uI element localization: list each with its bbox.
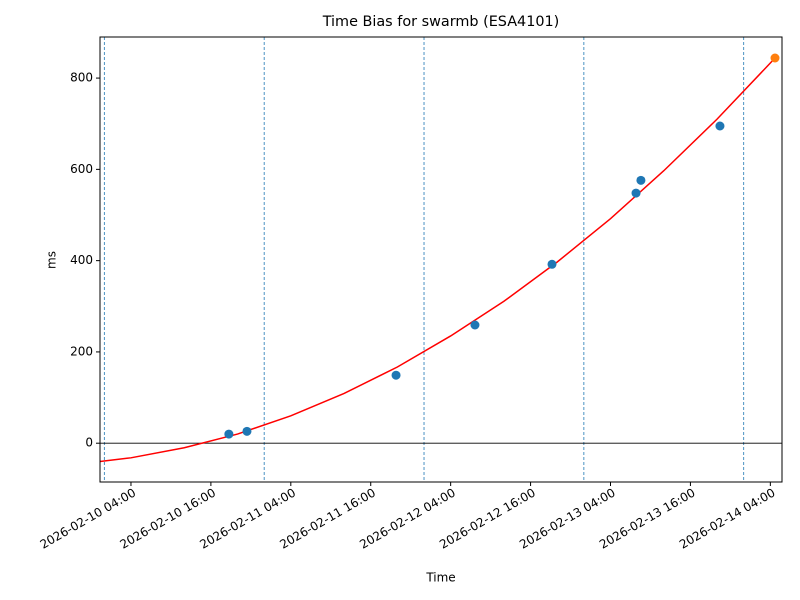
data-point: [470, 320, 480, 330]
chart-title: Time Bias for swarmb (ESA4101): [322, 14, 560, 30]
data-point: [224, 429, 234, 439]
y-tick-label: 200: [70, 344, 93, 358]
plot-frame: [99, 36, 783, 483]
data-point: [715, 121, 725, 131]
y-tick-label: 400: [70, 253, 93, 267]
data-point: [547, 259, 557, 269]
data-point: [636, 175, 646, 185]
data-point: [631, 188, 641, 198]
data-point: [770, 53, 780, 63]
x-axis-label: Time: [425, 571, 455, 585]
data-point: [242, 426, 252, 436]
data-point: [391, 370, 401, 380]
y-tick-label: 800: [70, 71, 93, 85]
y-axis-label: ms: [45, 251, 59, 269]
y-tick-label: 0: [85, 436, 93, 450]
y-tick-label: 600: [70, 162, 93, 176]
fit-line: [99, 57, 776, 463]
